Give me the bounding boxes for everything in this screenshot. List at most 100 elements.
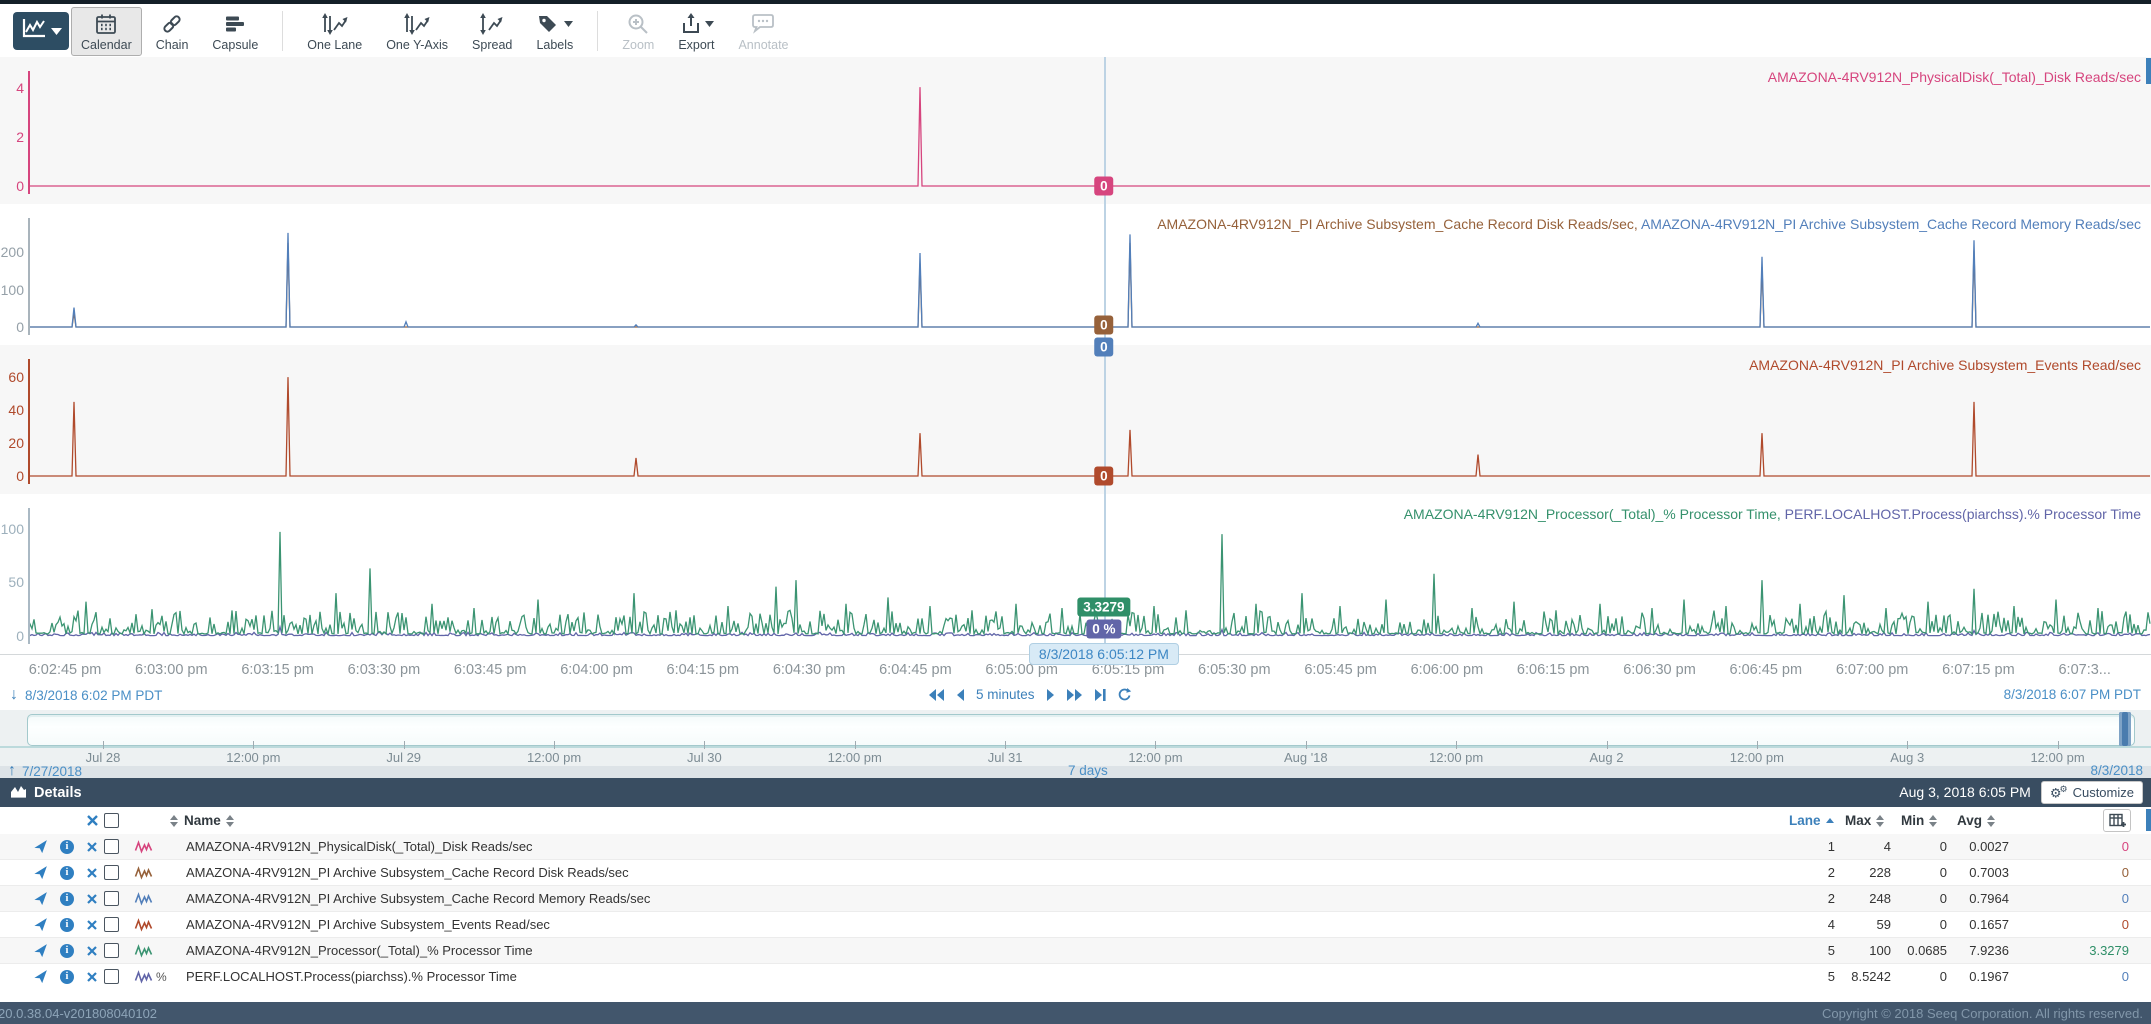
toolbar-one-lane-button[interactable]: One Lane bbox=[297, 7, 372, 56]
footer: 20.0.38.04-v201808040102 Copyright © 201… bbox=[0, 1002, 2151, 1024]
area-chart-icon bbox=[10, 784, 27, 802]
chart-scrollbar-thumb[interactable] bbox=[2146, 58, 2151, 84]
signal-name-cell[interactable]: AMAZONA-4RV912N_Processor(_Total)_% Proc… bbox=[186, 943, 533, 958]
info-icon[interactable]: i bbox=[54, 891, 80, 906]
sort-type-control[interactable] bbox=[134, 814, 184, 827]
timeline-right-handle[interactable] bbox=[2119, 712, 2131, 746]
trend-lane-2[interactable]: 200 100 0 AMAZONA-4RV912N_PI Archive Subsys… bbox=[0, 204, 2151, 346]
remove-signal-icon[interactable] bbox=[80, 971, 104, 982]
row-checkbox[interactable] bbox=[104, 917, 134, 932]
table-row[interactable]: i AMAZONA-4RV912N_Processor(_Total)_% Pro… bbox=[0, 938, 2151, 964]
signal-name-cell[interactable]: AMAZONA-4RV912N_PI Archive Subsystem_Cac… bbox=[186, 865, 629, 880]
row-checkbox[interactable] bbox=[104, 943, 134, 958]
signal-name-cell[interactable]: AMAZONA-4RV912N_PhysicalDisk(_Total)_Dis… bbox=[186, 839, 533, 854]
remove-signal-icon[interactable] bbox=[80, 893, 104, 904]
trend-chart[interactable]: 4 2 0 AMAZONA-4RV912N_PhysicalDisk(_Total)_… bbox=[0, 57, 2151, 665]
table-scrollbar-thumb[interactable] bbox=[2146, 809, 2151, 831]
customize-label: Customize bbox=[2072, 784, 2134, 800]
avg-cell: 0.7003 bbox=[1969, 865, 2009, 880]
refresh-icon[interactable] bbox=[1117, 687, 1132, 702]
remove-signal-icon[interactable] bbox=[80, 919, 104, 930]
fast-forward-icon[interactable] bbox=[1066, 688, 1083, 702]
remove-signal-icon[interactable] bbox=[80, 945, 104, 956]
select-all-checkbox[interactable] bbox=[104, 813, 134, 828]
info-icon[interactable]: i bbox=[54, 917, 80, 932]
trend-lane-4[interactable]: 100 50 0 AMAZONA-4RV912N_Processor(_Total)_… bbox=[0, 494, 2151, 655]
signal-name[interactable]: AMAZONA-4RV912N_PI Archive Subsystem_Cac… bbox=[1640, 216, 2141, 232]
row-checkbox[interactable] bbox=[104, 969, 134, 984]
send-to-trend-icon[interactable] bbox=[26, 969, 54, 984]
x-axis-tick-label: 6:03:30 pm bbox=[347, 662, 421, 678]
x-axis-tick-label: 6:07:15 pm bbox=[1942, 662, 2015, 678]
toolbar-labels-button[interactable]: Labels bbox=[526, 7, 583, 56]
timeline-range-bar[interactable] bbox=[27, 714, 2135, 746]
details-table-header: Name Lane Max Min Avg bbox=[0, 807, 2151, 835]
trend-lane-3[interactable]: 60 40 20 0 AMAZONA-4RV912N_PI Archive Subsys… bbox=[0, 345, 2151, 495]
table-row[interactable]: i AMAZONA-4RV912N_PhysicalDisk(_Total)_Di… bbox=[0, 834, 2151, 860]
toolbar-one-y-axis-button[interactable]: One Y-Axis bbox=[376, 7, 458, 56]
toolbar-capsule-button[interactable]: Capsule bbox=[202, 7, 268, 56]
table-row[interactable]: i AMAZONA-4RV912N_PI Archive Subsystem_Ca… bbox=[0, 860, 2151, 886]
send-to-trend-icon[interactable] bbox=[26, 917, 54, 932]
spread-icon bbox=[479, 11, 505, 37]
x-axis-tick-label: 6:06:45 pm bbox=[1729, 662, 1803, 678]
fast-backward-icon[interactable] bbox=[928, 688, 945, 702]
send-to-trend-icon[interactable] bbox=[26, 865, 54, 880]
column-header-lane[interactable]: Lane bbox=[1783, 813, 1845, 828]
column-header-name[interactable]: Name bbox=[184, 813, 1783, 828]
info-icon[interactable]: i bbox=[54, 969, 80, 984]
info-icon[interactable]: i bbox=[54, 865, 80, 880]
remove-all-icon[interactable] bbox=[80, 815, 104, 826]
signal-name[interactable]: AMAZONA-4RV912N_PhysicalDisk(_Total)_Dis… bbox=[1767, 69, 2141, 85]
toolbar-export-button[interactable]: Export bbox=[668, 7, 724, 56]
timeline-tick-label: Jul 29 bbox=[386, 750, 422, 765]
lane-cell: 5 bbox=[1827, 943, 1835, 958]
row-checkbox[interactable] bbox=[104, 891, 134, 906]
timeline-tick-label: 12:00 pm bbox=[827, 750, 882, 765]
customize-button[interactable]: ⚙⚙ Customize bbox=[2040, 780, 2143, 805]
timeline-tick-mark bbox=[1606, 741, 1608, 749]
range-start: ↓ 8/3/2018 6:02 PM PDT bbox=[10, 687, 162, 703]
max-cell: 248 bbox=[1869, 891, 1891, 906]
signal-name[interactable]: AMAZONA-4RV912N_PI Archive Subsystem_Eve… bbox=[1749, 357, 2141, 373]
column-header-avg[interactable]: Avg bbox=[1957, 813, 2019, 828]
step-forward-icon[interactable] bbox=[1046, 688, 1055, 702]
y-axis-tick-label: 100 bbox=[0, 520, 24, 537]
add-column-button[interactable] bbox=[2103, 809, 2131, 832]
signal-name-cell[interactable]: AMAZONA-4RV912N_PI Archive Subsystem_Eve… bbox=[186, 917, 550, 932]
timeline-tick-mark bbox=[1907, 741, 1909, 749]
signal-name-cell[interactable]: PERF.LOCALHOST.Process(piarchss).% Proce… bbox=[186, 969, 517, 984]
table-row[interactable]: i AMAZONA-4RV912N_PI Archive Subsystem_Ev… bbox=[0, 912, 2151, 938]
time-step-label[interactable]: 5 minutes bbox=[976, 687, 1035, 702]
send-to-trend-icon[interactable] bbox=[26, 839, 54, 854]
up-arrow-icon[interactable]: ↑ bbox=[8, 762, 16, 779]
step-backward-icon[interactable] bbox=[956, 688, 965, 702]
x-axis-tick-label: 6:06:15 pm bbox=[1516, 662, 1590, 678]
remove-signal-icon[interactable] bbox=[80, 841, 104, 852]
info-icon[interactable]: i bbox=[54, 943, 80, 958]
trend-lane-1[interactable]: 4 2 0 AMAZONA-4RV912N_PhysicalDisk(_Total)_… bbox=[0, 57, 2151, 205]
send-to-trend-icon[interactable] bbox=[26, 891, 54, 906]
remove-signal-icon[interactable] bbox=[80, 867, 104, 878]
column-header-max[interactable]: Max bbox=[1845, 813, 1901, 828]
toolbar-calendar-button[interactable]: Calendar bbox=[71, 6, 142, 56]
display-mode-dropdown-button[interactable] bbox=[13, 11, 69, 50]
signal-name[interactable]: AMAZONA-4RV912N_Processor(_Total)_% Proc… bbox=[1403, 506, 1785, 522]
signal-name[interactable]: PERF.LOCALHOST.Process(piarchss).% Proce… bbox=[1784, 506, 2141, 522]
timeline-overview: Jul 28 12:00 pm Jul 29 12:00 pm Jul 30 12:00 … bbox=[0, 710, 2151, 779]
info-icon[interactable]: i bbox=[54, 839, 80, 854]
toolbar-chain-button[interactable]: Chain bbox=[146, 7, 199, 56]
down-arrow-icon[interactable]: ↓ bbox=[10, 686, 18, 703]
signal-type-icon bbox=[134, 943, 184, 958]
row-checkbox[interactable] bbox=[104, 839, 134, 854]
table-row[interactable]: i AMAZONA-4RV912N_PI Archive Subsystem_Ca… bbox=[0, 886, 2151, 912]
y-axis-tick-label: 40 bbox=[8, 402, 24, 419]
row-checkbox[interactable] bbox=[104, 865, 134, 880]
y-axis-tick-label: 50 bbox=[8, 574, 24, 591]
toolbar-spread-button[interactable]: Spread bbox=[462, 7, 522, 56]
skip-to-end-icon[interactable] bbox=[1094, 688, 1106, 702]
send-to-trend-icon[interactable] bbox=[26, 943, 54, 958]
column-header-min[interactable]: Min bbox=[1901, 813, 1957, 828]
signal-name[interactable]: AMAZONA-4RV912N_PI Archive Subsystem_Cac… bbox=[1157, 216, 1641, 232]
signal-name-cell[interactable]: AMAZONA-4RV912N_PI Archive Subsystem_Cac… bbox=[186, 891, 651, 906]
